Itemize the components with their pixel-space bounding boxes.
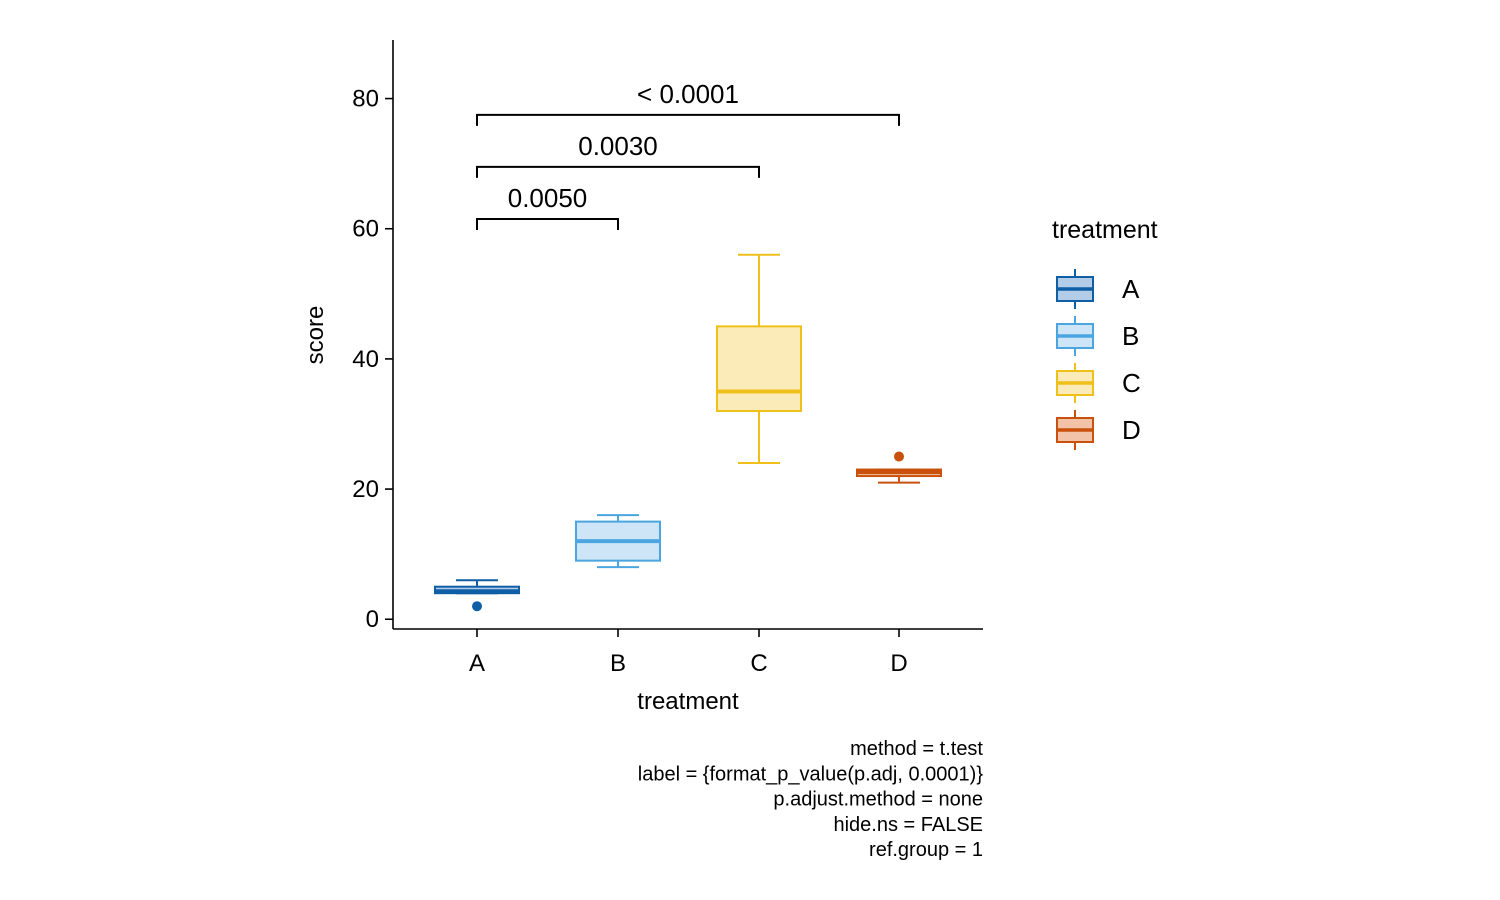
x-tick-label: B: [610, 650, 626, 677]
outlier-point-a: [472, 601, 482, 612]
x-tick-label: A: [469, 650, 485, 677]
outlier-point-d: [894, 451, 904, 462]
x-tick-label: D: [890, 650, 907, 677]
p-value-label: 0.0030: [578, 131, 658, 161]
caption-line: hide.ns = FALSE: [833, 814, 983, 836]
legend-label-d: D: [1122, 415, 1141, 445]
p-value-label: 0.0050: [508, 183, 588, 213]
legend-label-c: C: [1122, 368, 1141, 398]
y-tick-label: 60: [352, 216, 379, 243]
caption-line: method = t.test: [850, 738, 983, 760]
y-tick-label: 20: [352, 476, 379, 503]
comparison-bracket-a-b: [476, 217, 619, 230]
x-tick-label: C: [750, 650, 767, 677]
legend-label-b: B: [1122, 321, 1139, 351]
y-tick-label: 40: [352, 346, 379, 373]
y-tick-label: 80: [352, 86, 379, 113]
caption-line: label = {format_p_value(p.adj, 0.0001)}: [638, 763, 984, 785]
x-axis-title: treatment: [637, 688, 739, 715]
comparison-bracket-a-c: [476, 165, 760, 178]
box-c: [716, 325, 802, 412]
legend-label-a: A: [1122, 274, 1140, 304]
legend-title: treatment: [1052, 216, 1158, 244]
p-value-label: < 0.0001: [637, 79, 739, 109]
caption-line: p.adjust.method = none: [773, 789, 983, 811]
comparison-bracket-a-d: [476, 113, 900, 126]
caption-line: ref.group = 1: [869, 839, 983, 861]
y-axis-title: score: [302, 306, 329, 365]
y-tick-label: 0: [366, 606, 379, 633]
